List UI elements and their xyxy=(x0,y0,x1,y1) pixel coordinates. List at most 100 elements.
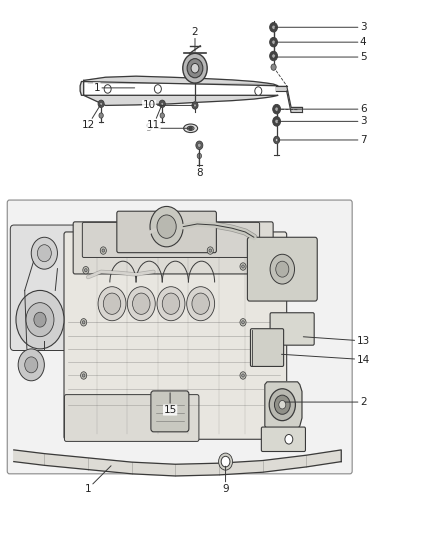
Circle shape xyxy=(25,357,38,373)
Circle shape xyxy=(98,287,126,321)
Circle shape xyxy=(187,287,215,321)
Text: 9: 9 xyxy=(146,123,189,133)
Circle shape xyxy=(104,85,111,93)
Circle shape xyxy=(157,215,176,238)
Circle shape xyxy=(242,321,244,324)
Circle shape xyxy=(221,456,230,467)
Text: 4: 4 xyxy=(275,37,367,47)
Circle shape xyxy=(34,312,46,327)
Circle shape xyxy=(82,321,85,324)
Ellipse shape xyxy=(187,126,194,131)
Circle shape xyxy=(240,263,246,270)
Polygon shape xyxy=(276,86,302,112)
Circle shape xyxy=(270,254,294,284)
FancyBboxPatch shape xyxy=(270,313,314,345)
Circle shape xyxy=(183,53,207,83)
Circle shape xyxy=(272,40,276,44)
Circle shape xyxy=(242,374,244,377)
Circle shape xyxy=(103,293,121,314)
Circle shape xyxy=(270,37,278,47)
FancyBboxPatch shape xyxy=(151,391,189,432)
Text: 1: 1 xyxy=(93,83,134,93)
Circle shape xyxy=(240,319,246,326)
FancyBboxPatch shape xyxy=(261,427,305,451)
Circle shape xyxy=(159,100,165,108)
Text: 1: 1 xyxy=(85,466,111,494)
FancyBboxPatch shape xyxy=(73,222,273,274)
Circle shape xyxy=(100,102,102,106)
Text: 14: 14 xyxy=(282,354,370,365)
Circle shape xyxy=(189,126,192,131)
Circle shape xyxy=(275,107,279,111)
Text: 15: 15 xyxy=(163,393,177,415)
Circle shape xyxy=(31,237,57,269)
Circle shape xyxy=(81,372,87,379)
Text: 3: 3 xyxy=(275,22,367,33)
Circle shape xyxy=(100,247,106,254)
Circle shape xyxy=(269,389,295,421)
Circle shape xyxy=(133,293,150,314)
Text: 12: 12 xyxy=(81,105,100,130)
Text: 10: 10 xyxy=(143,100,194,110)
Circle shape xyxy=(102,249,105,252)
Circle shape xyxy=(196,141,203,150)
Circle shape xyxy=(274,136,280,144)
FancyBboxPatch shape xyxy=(247,237,317,301)
Circle shape xyxy=(83,266,89,274)
Circle shape xyxy=(275,119,279,124)
Text: 11: 11 xyxy=(147,105,162,130)
Text: 9: 9 xyxy=(222,466,229,494)
Text: 6: 6 xyxy=(278,104,367,114)
Circle shape xyxy=(81,319,87,326)
Circle shape xyxy=(219,453,233,470)
Circle shape xyxy=(85,269,87,272)
Circle shape xyxy=(276,139,278,142)
Text: 13: 13 xyxy=(304,336,370,346)
Circle shape xyxy=(242,265,244,268)
FancyBboxPatch shape xyxy=(64,394,199,441)
Circle shape xyxy=(160,113,164,118)
Circle shape xyxy=(98,100,104,108)
FancyBboxPatch shape xyxy=(251,329,284,367)
Circle shape xyxy=(272,25,276,29)
Circle shape xyxy=(187,59,203,78)
Polygon shape xyxy=(265,382,302,429)
Circle shape xyxy=(198,143,201,148)
Circle shape xyxy=(207,247,213,254)
FancyBboxPatch shape xyxy=(117,211,216,253)
Circle shape xyxy=(157,287,185,321)
Circle shape xyxy=(276,261,289,277)
Ellipse shape xyxy=(184,124,198,133)
Circle shape xyxy=(209,249,212,252)
Circle shape xyxy=(162,293,180,314)
Circle shape xyxy=(197,154,201,159)
Polygon shape xyxy=(14,450,341,476)
Circle shape xyxy=(194,104,196,107)
Text: 3: 3 xyxy=(278,116,367,126)
Circle shape xyxy=(240,372,246,379)
Circle shape xyxy=(150,206,183,247)
Circle shape xyxy=(255,87,262,95)
Circle shape xyxy=(275,395,290,414)
Circle shape xyxy=(16,290,64,349)
Text: 5: 5 xyxy=(275,52,367,62)
Circle shape xyxy=(154,85,161,93)
Text: 2: 2 xyxy=(192,27,198,51)
FancyBboxPatch shape xyxy=(11,225,78,351)
Circle shape xyxy=(161,102,163,106)
Circle shape xyxy=(285,434,293,444)
Circle shape xyxy=(127,287,155,321)
Polygon shape xyxy=(80,76,278,106)
Circle shape xyxy=(273,117,281,126)
Circle shape xyxy=(270,22,278,32)
Circle shape xyxy=(272,54,276,58)
Circle shape xyxy=(26,303,54,337)
Circle shape xyxy=(192,293,209,314)
Circle shape xyxy=(273,104,281,114)
Text: 7: 7 xyxy=(278,135,367,145)
FancyBboxPatch shape xyxy=(64,232,287,439)
Circle shape xyxy=(271,64,276,70)
Circle shape xyxy=(82,374,85,377)
Circle shape xyxy=(18,349,44,381)
FancyBboxPatch shape xyxy=(82,222,260,257)
